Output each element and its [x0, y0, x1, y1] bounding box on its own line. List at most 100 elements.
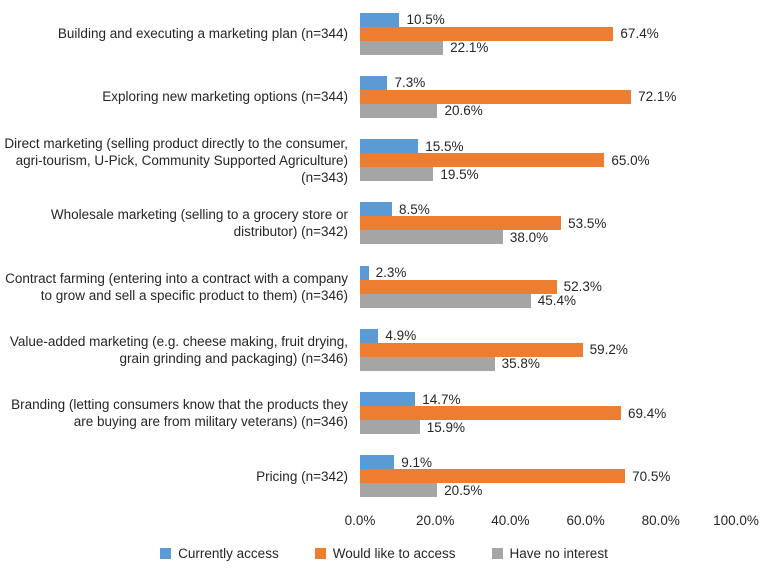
value-label: 20.5%	[444, 482, 483, 498]
bar-have-no-interest	[360, 420, 420, 435]
value-label: 9.1%	[401, 454, 432, 470]
category-label: Branding (letting consumers know that th…	[11, 397, 348, 430]
bar-line: 59.2%	[360, 342, 736, 358]
bar-currently-access	[360, 75, 388, 90]
legend-label: Would like to access	[332, 546, 456, 561]
category-label: Building and executing a marketing plan …	[57, 26, 348, 42]
bar-currently-access	[360, 139, 419, 154]
bar-have-no-interest	[360, 103, 438, 118]
bar-would-like-to-access	[360, 406, 621, 421]
x-axis-tick: 100.0%	[713, 513, 759, 528]
bar-currently-access	[360, 328, 379, 343]
value-label: 20.6%	[444, 103, 483, 119]
bar-line: 38.0%	[360, 230, 736, 245]
bar-group: 7.3% 72.1% 20.6%	[360, 75, 736, 119]
bar-have-no-interest	[360, 293, 531, 308]
bar-would-like-to-access	[360, 89, 632, 104]
bar-group: 10.5% 67.4% 22.1%	[360, 12, 736, 56]
x-axis-tick: 80.0%	[641, 513, 680, 528]
bar-group: 9.1% 70.5% 20.5%	[360, 454, 736, 498]
bar-line: 22.1%	[360, 40, 736, 56]
bar-line: 2.3%	[360, 265, 736, 281]
bar-line: 65.0%	[360, 152, 736, 168]
category-label: Contract farming (entering into a contra…	[5, 270, 348, 303]
legend-label: Currently access	[178, 546, 279, 561]
value-label: 53.5%	[568, 215, 607, 231]
chart-row: Branding (letting consumers know that th…	[0, 382, 736, 445]
category-label: Exploring new marketing options (n=344)	[102, 89, 348, 105]
chart-row: Value-added marketing (e.g. cheese makin…	[0, 318, 736, 381]
value-label: 14.7%	[422, 391, 461, 407]
legend-label: Have no interest	[509, 546, 608, 561]
bar-currently-access	[360, 455, 395, 470]
bar-line: 69.4%	[360, 405, 736, 421]
bar-line: 10.5%	[360, 12, 736, 28]
chart-row: Pricing (n=342) 9.1% 70.5% 20.5%	[0, 445, 736, 508]
bar-line: 19.5%	[360, 166, 736, 182]
bar-group: 8.5% 53.5% 38.0%	[360, 201, 736, 245]
value-label: 4.9%	[385, 328, 417, 344]
value-label: 59.2%	[589, 342, 628, 358]
value-label: 70.5%	[632, 468, 671, 484]
bar-group: 2.3% 52.3% 45.4%	[360, 265, 736, 309]
legend-item-would-like-to-access: Would like to access	[314, 546, 456, 561]
value-label: 10.5%	[406, 12, 445, 28]
bar-group: 15.5% 65.0% 19.5%	[360, 138, 736, 182]
value-label: 19.5%	[440, 166, 479, 182]
value-label: 65.0%	[611, 152, 650, 168]
bar-have-no-interest	[360, 356, 495, 371]
bar-line: 15.9%	[360, 420, 736, 435]
bar-group: 4.9% 59.2% 35.8%	[360, 328, 736, 372]
legend-item-have-no-interest: Have no interest	[491, 546, 608, 561]
legend-swatch-icon	[160, 548, 172, 559]
bar-line: 35.8%	[360, 356, 736, 372]
bar-have-no-interest	[360, 230, 503, 245]
category-label: Value-added marketing (e.g. cheese makin…	[9, 333, 348, 366]
value-label: 35.8%	[501, 356, 540, 372]
x-axis: 0.0% 20.0% 40.0% 60.0% 80.0% 100.0%	[345, 513, 759, 533]
bar-currently-access	[360, 202, 392, 217]
legend: Currently access Would like to access Have…	[0, 546, 768, 561]
value-label: 8.5%	[398, 201, 430, 217]
bar-would-like-to-access	[360, 26, 614, 41]
value-label: 72.1%	[638, 89, 677, 105]
bar-line: 70.5%	[360, 468, 736, 484]
bar-line: 45.4%	[360, 293, 736, 309]
bar-line: 72.1%	[360, 89, 736, 105]
bar-group: 14.7% 69.4% 15.9%	[360, 391, 736, 435]
bar-would-like-to-access	[360, 216, 562, 231]
category-label: Direct marketing (selling product direct…	[4, 135, 348, 185]
x-axis-tick: 40.0%	[491, 513, 530, 528]
chart-row: Wholesale marketing (selling to a grocer…	[0, 192, 736, 255]
chart-row: Exploring new marketing options (n=344) 7…	[0, 65, 736, 128]
value-label: 67.4%	[620, 26, 659, 42]
bar-have-no-interest	[360, 483, 438, 498]
bar-currently-access	[360, 392, 416, 407]
legend-swatch-icon	[491, 548, 503, 559]
chart-row: Direct marketing (selling product direct…	[0, 129, 736, 192]
value-label: 69.4%	[627, 405, 667, 421]
bar-line: 15.5%	[360, 138, 736, 154]
value-label: 2.3%	[375, 265, 407, 281]
value-label: 52.3%	[563, 279, 602, 295]
legend-item-currently-access: Currently access	[160, 546, 279, 561]
x-axis-tick: 20.0%	[416, 513, 455, 528]
bar-line: 8.5%	[360, 201, 736, 217]
x-axis-tick: 0.0%	[344, 513, 376, 528]
bar-currently-access	[360, 265, 369, 280]
x-axis-tick: 60.0%	[566, 513, 605, 528]
value-label: 15.5%	[425, 138, 464, 154]
bar-line: 14.7%	[360, 391, 736, 407]
value-label: 22.1%	[450, 40, 489, 56]
legend-swatch-icon	[314, 548, 326, 559]
chart-rows: Building and executing a marketing plan …	[0, 2, 736, 508]
bar-would-like-to-access	[360, 153, 605, 168]
bar-line: 52.3%	[360, 279, 736, 295]
bar-would-like-to-access	[360, 469, 626, 484]
value-label: 45.4%	[537, 293, 576, 309]
bar-line: 67.4%	[360, 26, 736, 42]
bar-line: 4.9%	[360, 328, 736, 344]
bar-have-no-interest	[360, 167, 434, 182]
value-label: 7.3%	[394, 75, 426, 91]
bar-line: 53.5%	[360, 215, 736, 231]
